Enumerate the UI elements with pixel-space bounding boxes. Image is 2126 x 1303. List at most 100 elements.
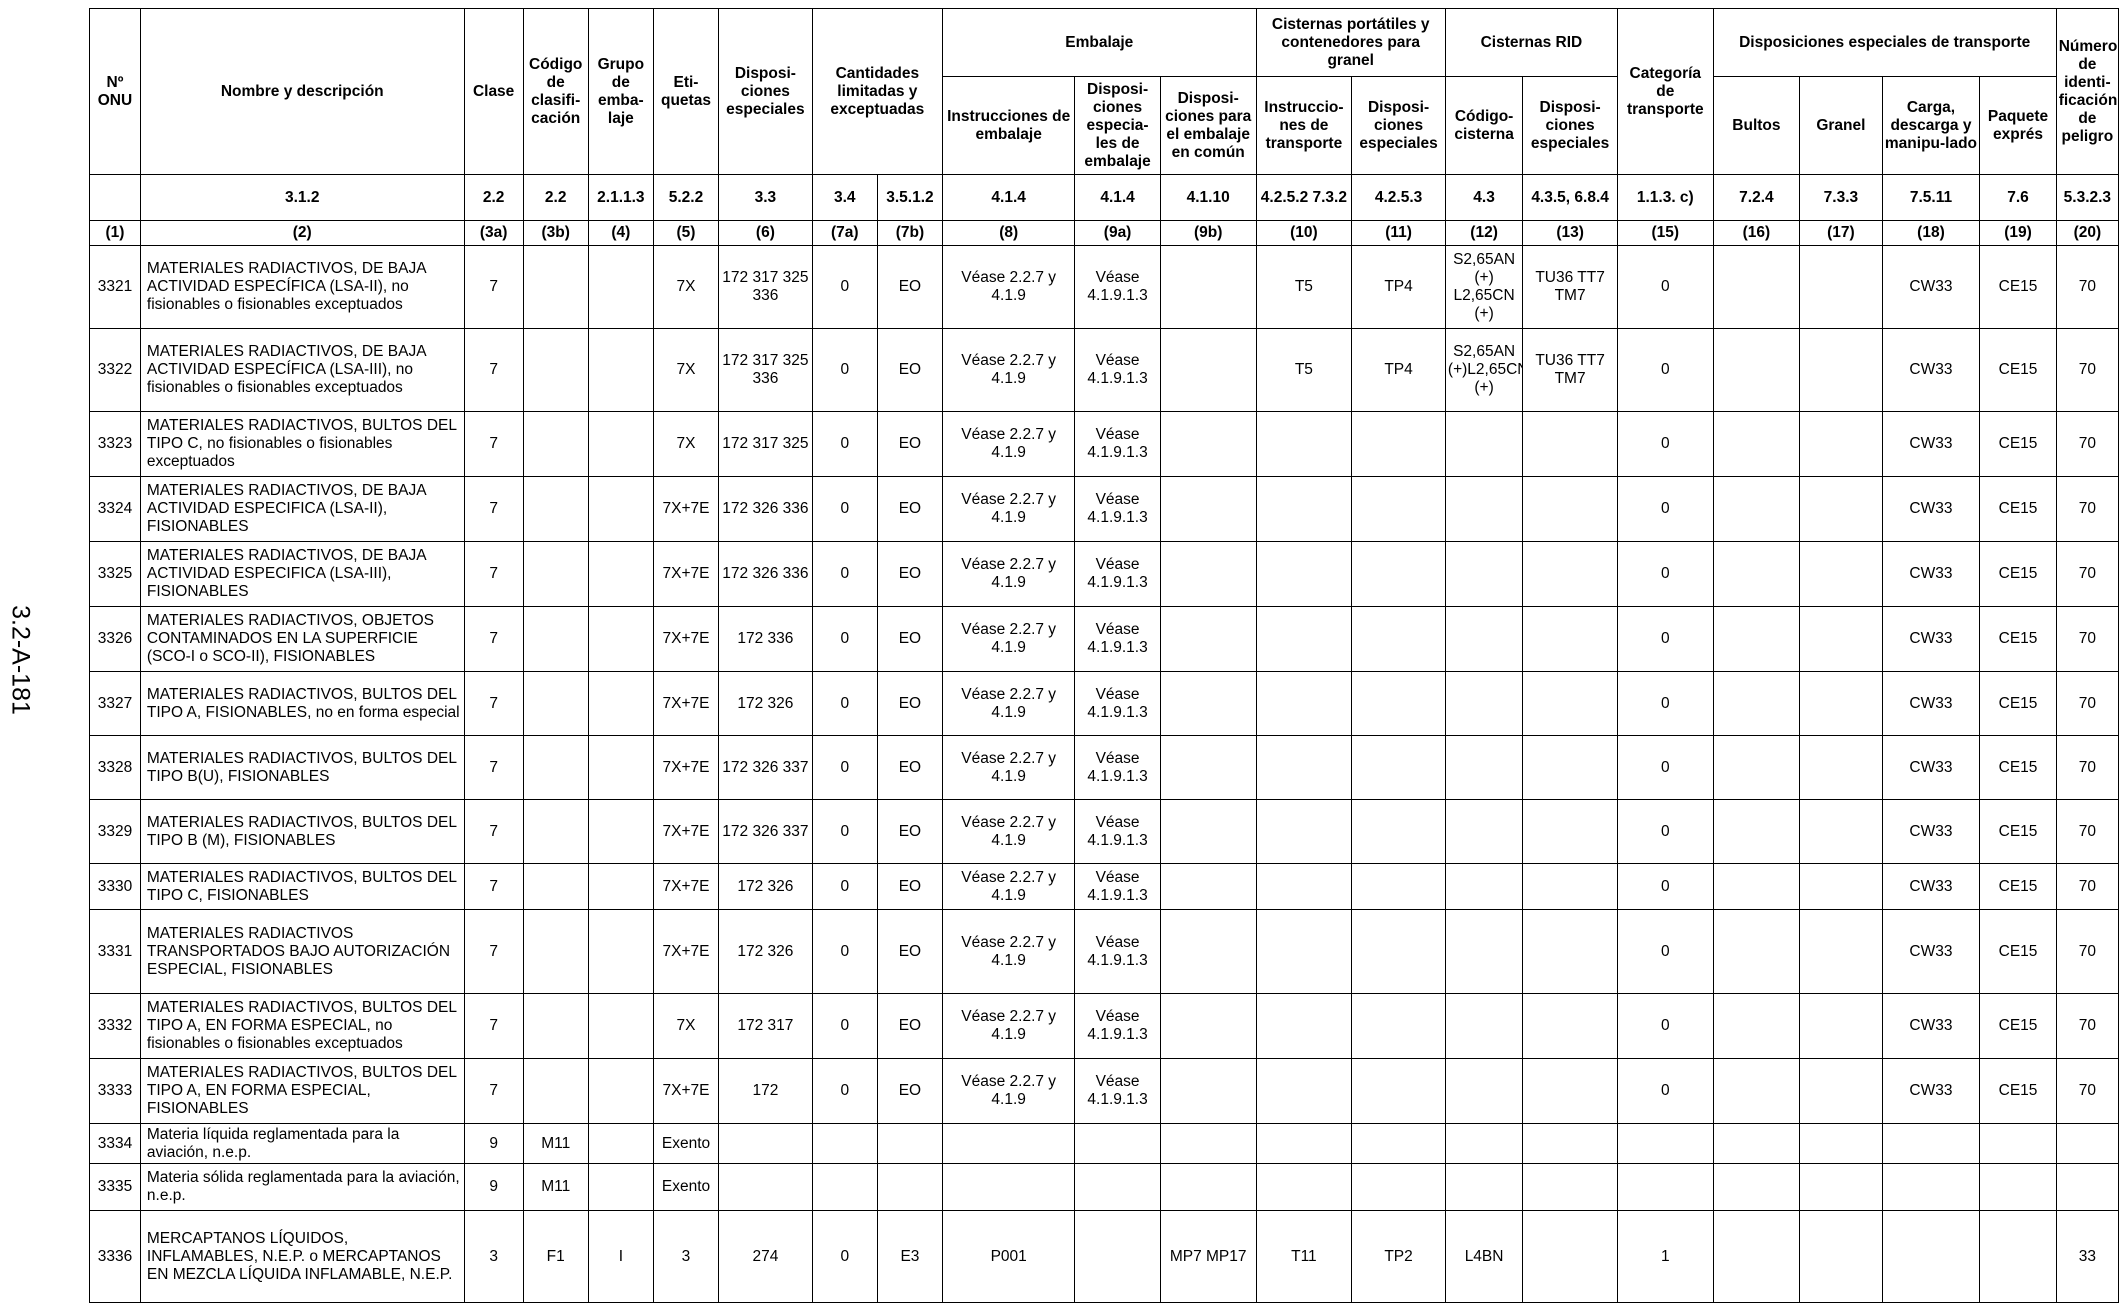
cell-onu: 3331 — [89, 909, 141, 994]
col-carga: Carga, descarga y manipu-lado — [1881, 76, 1981, 175]
cell-cant-exc: EO — [876, 735, 944, 800]
cell-cant-lim: 0 — [811, 606, 878, 672]
cell-etiquetas: 7X+7E — [652, 476, 720, 542]
cell-disp-comun — [1159, 671, 1257, 736]
cell-disp-rid — [1522, 1163, 1618, 1211]
cell-nombre: MATERIALES RADIACTIVOS TRANSPORTADOS BAJ… — [139, 909, 465, 994]
cell-etiquetas: 7X+7E — [652, 909, 720, 994]
cell-disp-rid — [1522, 863, 1618, 910]
cell-disp-comun — [1159, 863, 1257, 910]
reference-cell: 7.5.11 — [1881, 174, 1981, 221]
cell-onu: 3335 — [89, 1163, 141, 1211]
table-row: 3329 MATERIALES RADIACTIVOS, BULTOS DEL T… — [89, 799, 2120, 864]
cell-carga — [1881, 1163, 1981, 1211]
cell-etiquetas: 7X+7E — [652, 799, 720, 864]
cell-granel — [1799, 1058, 1883, 1124]
cell-bultos — [1712, 411, 1801, 477]
cell-paquete: CE15 — [1979, 735, 2057, 800]
cell-codigo: M11 — [522, 1163, 589, 1211]
table-row: 3328 MATERIALES RADIACTIVOS, BULTOS DEL T… — [89, 735, 2120, 800]
reference-row: 3.1.2 2.2 2.2 2.1.1.3 5.2.2 3.3 3.4 3.5.1.2 4.1.… — [89, 174, 2120, 221]
cell-codigo: M11 — [522, 1123, 589, 1164]
cell-grupo — [587, 993, 654, 1059]
cell-disp-comun — [1159, 476, 1257, 542]
table-row: 3324 MATERIALES RADIACTIVOS, DE BAJA ACTI… — [89, 476, 2120, 542]
cell-clase: 7 — [463, 476, 524, 542]
cell-bultos — [1712, 1058, 1801, 1124]
cell-disp-comun — [1159, 606, 1257, 672]
reference-cell: 5.2.2 — [652, 174, 720, 221]
cell-numero: 70 — [2055, 476, 2120, 542]
cell-disp-esp: 172 317 — [718, 993, 813, 1059]
reference-cell: 5.3.2.3 — [2055, 174, 2120, 221]
cell-codigo — [522, 411, 589, 477]
dangerous-goods-table: Nº ONU Nombre y descripción Clase Código… — [89, 8, 2120, 1303]
cell-cant-lim — [811, 1163, 878, 1211]
cell-disp-rid: TU36 TT7 TM7 — [1522, 328, 1618, 412]
cell-cant-lim: 0 — [811, 863, 878, 910]
cell-paquete: CE15 — [1979, 328, 2057, 412]
cell-granel — [1799, 245, 1883, 329]
cell-cant-exc: EO — [876, 671, 944, 736]
cell-instr-emb — [941, 1163, 1076, 1211]
column-number-cell: (5) — [652, 220, 720, 246]
cell-clase: 7 — [463, 671, 524, 736]
cell-clase: 3 — [463, 1210, 524, 1303]
cell-disp-cist — [1351, 1123, 1446, 1164]
cell-grupo — [587, 476, 654, 542]
cell-instr-transp: T5 — [1255, 328, 1353, 412]
cell-numero: 70 — [2055, 799, 2120, 864]
cell-instr-transp — [1255, 993, 1353, 1059]
cell-cod-cisterna — [1444, 476, 1524, 542]
cell-instr-emb: P001 — [941, 1210, 1076, 1303]
cell-disp-esp — [718, 1123, 813, 1164]
cell-granel — [1799, 799, 1883, 864]
cell-disp-emb: Véase 4.1.9.1.3 — [1074, 671, 1161, 736]
cell-instr-emb: Véase 2.2.7 y 4.1.9 — [941, 671, 1076, 736]
cell-cant-lim: 0 — [811, 411, 878, 477]
cell-numero: 70 — [2055, 606, 2120, 672]
cell-paquete: CE15 — [1979, 909, 2057, 994]
cell-disp-emb: Véase 4.1.9.1.3 — [1074, 476, 1161, 542]
cell-bultos — [1712, 1210, 1801, 1303]
cell-numero: 70 — [2055, 671, 2120, 736]
cell-granel — [1799, 863, 1883, 910]
reference-cell: 7.2.4 — [1712, 174, 1801, 221]
cell-disp-esp — [718, 1163, 813, 1211]
col-clase: Clase — [463, 8, 524, 175]
cell-instr-transp: T11 — [1255, 1210, 1353, 1303]
cell-disp-cist — [1351, 863, 1446, 910]
cell-instr-emb: Véase 2.2.7 y 4.1.9 — [941, 411, 1076, 477]
cell-instr-transp — [1255, 476, 1353, 542]
cell-bultos — [1712, 799, 1801, 864]
cell-instr-emb: Véase 2.2.7 y 4.1.9 — [941, 993, 1076, 1059]
cell-nombre: MATERIALES RADIACTIVOS, BULTOS DEL TIPO … — [139, 799, 465, 864]
reference-cell: 2.2 — [522, 174, 589, 221]
cell-disp-comun: MP7 MP17 — [1159, 1210, 1257, 1303]
column-number-cell: (13) — [1522, 220, 1618, 246]
cell-onu: 3321 — [89, 245, 141, 329]
cell-disp-rid — [1522, 541, 1618, 607]
cell-grupo — [587, 1058, 654, 1124]
cell-nombre: MATERIALES RADIACTIVOS, BULTOS DEL TIPO … — [139, 993, 465, 1059]
cell-disp-cist — [1351, 606, 1446, 672]
cell-etiquetas: 7X+7E — [652, 671, 720, 736]
cell-etiquetas: 7X+7E — [652, 606, 720, 672]
cell-etiquetas: 7X — [652, 411, 720, 477]
table-row: 3327 MATERIALES RADIACTIVOS, BULTOS DEL T… — [89, 671, 2120, 736]
cell-categoria: 0 — [1616, 541, 1714, 607]
cell-instr-transp — [1255, 1123, 1353, 1164]
cell-cant-lim: 0 — [811, 245, 878, 329]
reference-cell: 7.3.3 — [1799, 174, 1883, 221]
table-row: 3335 Materia sólida reglamentada para la … — [89, 1163, 2120, 1211]
cell-disp-comun — [1159, 328, 1257, 412]
cell-nombre: Materia líquida reglamentada para la avi… — [139, 1123, 465, 1164]
cell-clase: 7 — [463, 799, 524, 864]
cell-granel — [1799, 1163, 1883, 1211]
col-cantidades: Cantidades limitadas y exceptuadas — [811, 8, 944, 175]
col-instr-transporte: Instruccio-nes de transporte — [1255, 76, 1353, 175]
cell-granel — [1799, 1123, 1883, 1164]
cell-instr-transp — [1255, 606, 1353, 672]
cell-instr-transp — [1255, 411, 1353, 477]
cell-cod-cisterna — [1444, 735, 1524, 800]
